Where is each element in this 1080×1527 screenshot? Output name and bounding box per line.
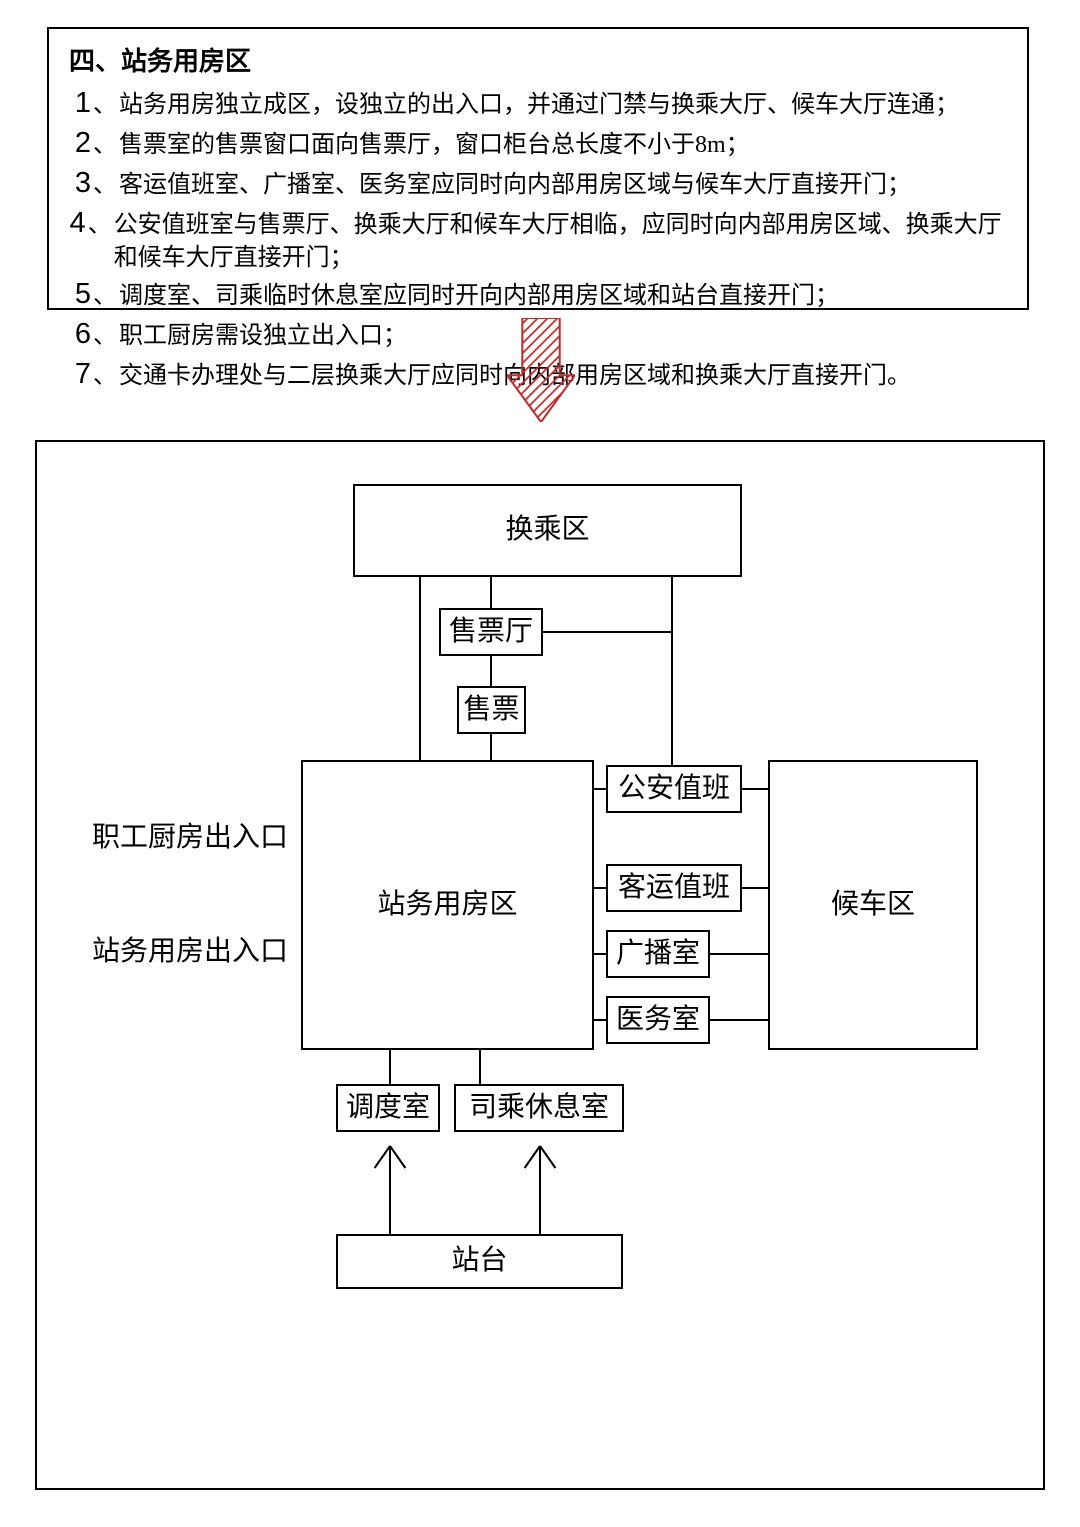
rule-line: 4、公安值班室与售票厅、换乘大厅和候车大厅相临，应同时向内部用房区域、换乘大厅和…	[65, 204, 1011, 274]
node-police: 公安值班	[606, 765, 742, 813]
rule-line: 5、调度室、司乘临时休息室应同时开向内部用房区域和站台直接开门；	[65, 275, 1011, 314]
rule-separator: 、	[93, 89, 117, 121]
node-passduty: 客运值班	[606, 864, 742, 912]
node-ticket: 售票	[457, 686, 526, 734]
rule-number: 5	[65, 275, 91, 314]
node-rest: 司乘休息室	[454, 1084, 624, 1132]
rule-separator: 、	[88, 209, 112, 241]
rule-text: 职工厨房需设独立出入口；	[119, 320, 407, 352]
rule-number: 7	[65, 355, 91, 394]
rule-number: 1	[65, 84, 91, 123]
node-waiting: 候车区	[768, 760, 978, 1050]
node-dispatch: 调度室	[336, 1084, 440, 1132]
flow-arrow-down-icon	[507, 318, 575, 422]
panel-title: 四、站务用房区	[69, 41, 1011, 78]
label-kitchen: 职工厨房出入口	[85, 815, 295, 855]
rule-number: 4	[65, 204, 86, 243]
label-entry: 站务用房出入口	[85, 929, 295, 969]
node-office: 站务用房区	[301, 760, 594, 1050]
rule-number: 3	[65, 164, 91, 203]
rule-line: 3、客运值班室、广播室、医务室应同时向内部用房区域与候车大厅直接开门；	[65, 164, 1011, 203]
rule-line: 1、站务用房独立成区，设独立的出入口，并通过门禁与换乘大厅、候车大厅连通；	[65, 84, 1011, 123]
node-platform: 站台	[336, 1234, 623, 1289]
rule-number: 6	[65, 315, 91, 354]
rule-line: 2、售票室的售票窗口面向售票厅，窗口柜台总长度不小于8m；	[65, 124, 1011, 163]
node-tickethall: 售票厅	[439, 608, 543, 656]
rule-separator: 、	[93, 129, 117, 161]
node-broadcast: 广播室	[606, 930, 710, 978]
rule-text: 站务用房独立成区，设独立的出入口，并通过门禁与换乘大厅、候车大厅连通；	[119, 89, 959, 121]
rule-number: 2	[65, 124, 91, 163]
rule-separator: 、	[93, 169, 117, 201]
node-medical: 医务室	[606, 996, 710, 1044]
rule-text: 公安值班室与售票厅、换乘大厅和候车大厅相临，应同时向内部用房区域、换乘大厅和候车…	[114, 209, 1011, 274]
rule-text: 售票室的售票窗口面向售票厅，窗口柜台总长度不小于8m；	[119, 129, 750, 161]
rules-panel: 四、站务用房区 1、站务用房独立成区，设独立的出入口，并通过门禁与换乘大厅、候车…	[47, 27, 1029, 310]
rule-separator: 、	[93, 280, 117, 312]
page: 四、站务用房区 1、站务用房独立成区，设独立的出入口，并通过门禁与换乘大厅、候车…	[0, 0, 1080, 1527]
rule-separator: 、	[93, 320, 117, 352]
node-transfer: 换乘区	[353, 484, 742, 577]
rule-text: 客运值班室、广播室、医务室应同时向内部用房区域与候车大厅直接开门；	[119, 169, 911, 201]
rule-text: 调度室、司乘临时休息室应同时开向内部用房区域和站台直接开门；	[119, 280, 839, 312]
rule-separator: 、	[93, 360, 117, 392]
